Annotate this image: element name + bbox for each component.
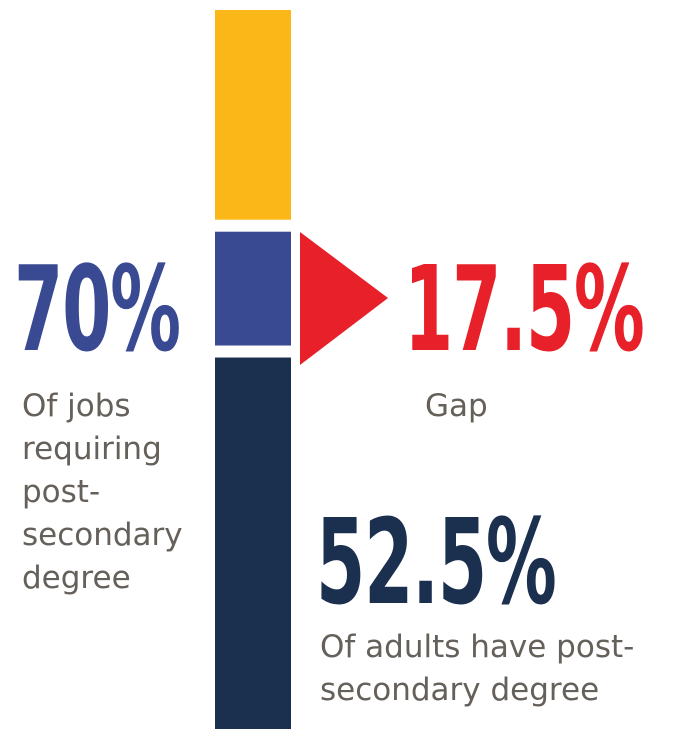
gap-arrow <box>300 232 388 365</box>
gap-label: Gap <box>425 388 488 424</box>
total-label: Of jobs requiring post-secondary degree <box>22 388 183 596</box>
bar-segment <box>215 357 291 729</box>
gap-value-label: 17.5% <box>404 240 645 378</box>
adults-value-label: 52.5% <box>316 493 557 631</box>
adults-label: Of adults have post-secondary degree <box>320 629 635 708</box>
bar-remainder <box>215 10 291 220</box>
total-value-label: 70% <box>14 240 181 378</box>
bar-segment <box>215 231 291 346</box>
